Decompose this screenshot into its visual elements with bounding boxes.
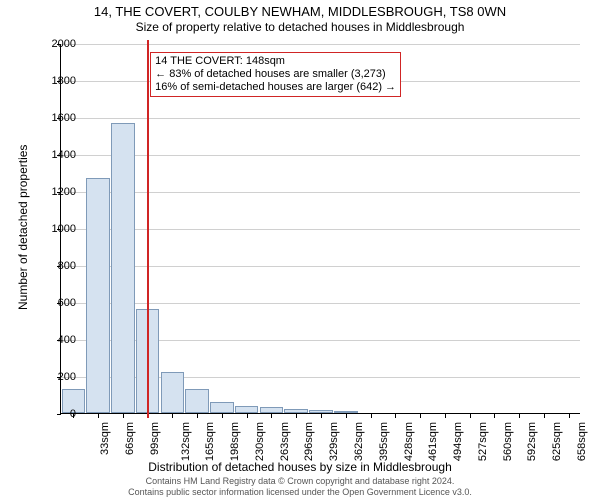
x-tick-label: 230sqm	[255, 422, 266, 461]
x-tick-label: 263sqm	[280, 422, 291, 461]
x-tick-label: 329sqm	[329, 422, 340, 461]
y-tick-label: 600	[36, 298, 76, 308]
x-tick-label: 527sqm	[478, 422, 489, 461]
x-tick-label: 66sqm	[125, 422, 136, 455]
x-axis-label: Distribution of detached houses by size …	[0, 460, 600, 474]
histogram-bar	[334, 411, 358, 413]
x-tick-label: 395sqm	[379, 422, 390, 461]
gridline	[61, 118, 580, 119]
reference-line	[147, 40, 149, 418]
footer-attribution: Contains HM Land Registry data © Crown c…	[0, 476, 600, 498]
gridline	[61, 155, 580, 156]
chart-title: 14, THE COVERT, COULBY NEWHAM, MIDDLESBR…	[0, 0, 600, 19]
gridline	[61, 229, 580, 230]
histogram-bar	[111, 123, 135, 413]
x-tick-label: 625sqm	[552, 422, 563, 461]
y-tick-label: 1200	[36, 187, 76, 197]
y-tick-label: 800	[36, 261, 76, 271]
chart-container: 14, THE COVERT, COULBY NEWHAM, MIDDLESBR…	[0, 0, 600, 500]
gridline	[61, 192, 580, 193]
annotation-line: ← 83% of detached houses are smaller (3,…	[155, 68, 396, 81]
plot-inner	[60, 44, 580, 414]
chart-subtitle: Size of property relative to detached ho…	[0, 19, 600, 34]
x-tick-label: 99sqm	[150, 422, 161, 455]
y-tick-label: 0	[36, 409, 76, 419]
x-tick-label: 296sqm	[305, 422, 316, 461]
histogram-bar	[161, 372, 185, 413]
y-tick-label: 1400	[36, 150, 76, 160]
histogram-bar	[86, 178, 110, 413]
x-tick-label: 198sqm	[230, 422, 241, 461]
plot-area: 14 THE COVERT: 148sqm ← 83% of detached …	[60, 44, 580, 414]
y-tick-label: 400	[36, 335, 76, 345]
annotation-box: 14 THE COVERT: 148sqm ← 83% of detached …	[150, 52, 401, 97]
footer-line: Contains HM Land Registry data © Crown c…	[0, 476, 600, 487]
x-tick-label: 165sqm	[206, 422, 217, 461]
x-tick-label: 494sqm	[453, 422, 464, 461]
y-axis-label: Number of detached properties	[16, 145, 30, 310]
gridline	[61, 44, 580, 45]
histogram-bar	[235, 406, 259, 413]
histogram-bar	[284, 409, 308, 413]
annotation-line: 14 THE COVERT: 148sqm	[155, 55, 396, 68]
x-tick-label: 560sqm	[503, 422, 514, 461]
y-tick-label: 1600	[36, 113, 76, 123]
x-tick-label: 461sqm	[428, 422, 439, 461]
histogram-bar	[185, 389, 209, 413]
y-tick-label: 200	[36, 372, 76, 382]
y-tick-label: 1000	[36, 224, 76, 234]
y-tick-label: 1800	[36, 76, 76, 86]
footer-line: Contains public sector information licen…	[0, 487, 600, 498]
annotation-line: 16% of semi-detached houses are larger (…	[155, 81, 396, 94]
histogram-bar	[210, 402, 234, 413]
y-tick-label: 2000	[36, 39, 76, 49]
x-tick-label: 658sqm	[577, 422, 588, 461]
histogram-bar	[260, 407, 284, 413]
gridline	[61, 303, 580, 304]
x-tick-label: 362sqm	[354, 422, 365, 461]
x-tick-label: 132sqm	[181, 422, 192, 461]
x-tick-label: 428sqm	[404, 422, 415, 461]
gridline	[61, 266, 580, 267]
histogram-bar	[309, 410, 333, 413]
x-tick-label: 592sqm	[527, 422, 538, 461]
x-tick-label: 33sqm	[100, 422, 111, 455]
